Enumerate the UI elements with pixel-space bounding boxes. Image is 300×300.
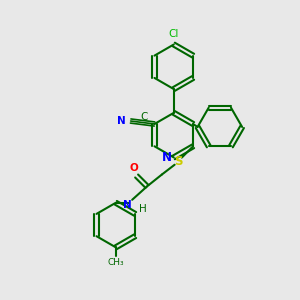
Text: C: C xyxy=(140,112,148,122)
Text: S: S xyxy=(174,154,182,168)
Text: H: H xyxy=(139,204,146,214)
Text: Cl: Cl xyxy=(169,29,179,39)
Text: O: O xyxy=(130,163,139,173)
Text: N: N xyxy=(123,200,132,210)
Text: N: N xyxy=(118,116,126,126)
Text: CH₃: CH₃ xyxy=(107,258,124,267)
Text: N: N xyxy=(162,151,172,164)
